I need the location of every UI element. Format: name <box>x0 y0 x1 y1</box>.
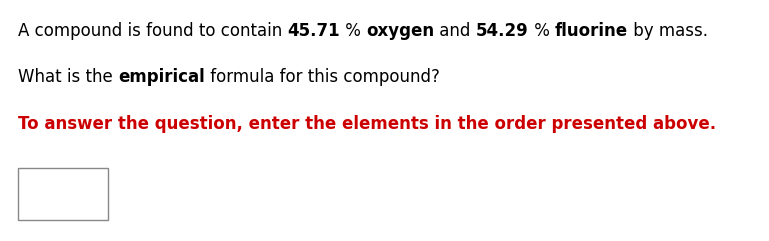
Text: oxygen: oxygen <box>366 22 434 40</box>
Text: 45.71: 45.71 <box>288 22 340 40</box>
Text: A compound is found to contain: A compound is found to contain <box>18 22 288 40</box>
Text: %: % <box>529 22 555 40</box>
Text: 54.29: 54.29 <box>476 22 529 40</box>
Bar <box>18 168 108 220</box>
Text: and: and <box>434 22 476 40</box>
Text: fluorine: fluorine <box>555 22 628 40</box>
Text: What is the: What is the <box>18 68 118 86</box>
Text: by mass.: by mass. <box>628 22 708 40</box>
Text: To answer the question, enter the elements in the order presented above.: To answer the question, enter the elemen… <box>18 115 716 133</box>
Text: %: % <box>340 22 366 40</box>
Text: empirical: empirical <box>118 68 205 86</box>
Text: formula for this compound?: formula for this compound? <box>205 68 440 86</box>
